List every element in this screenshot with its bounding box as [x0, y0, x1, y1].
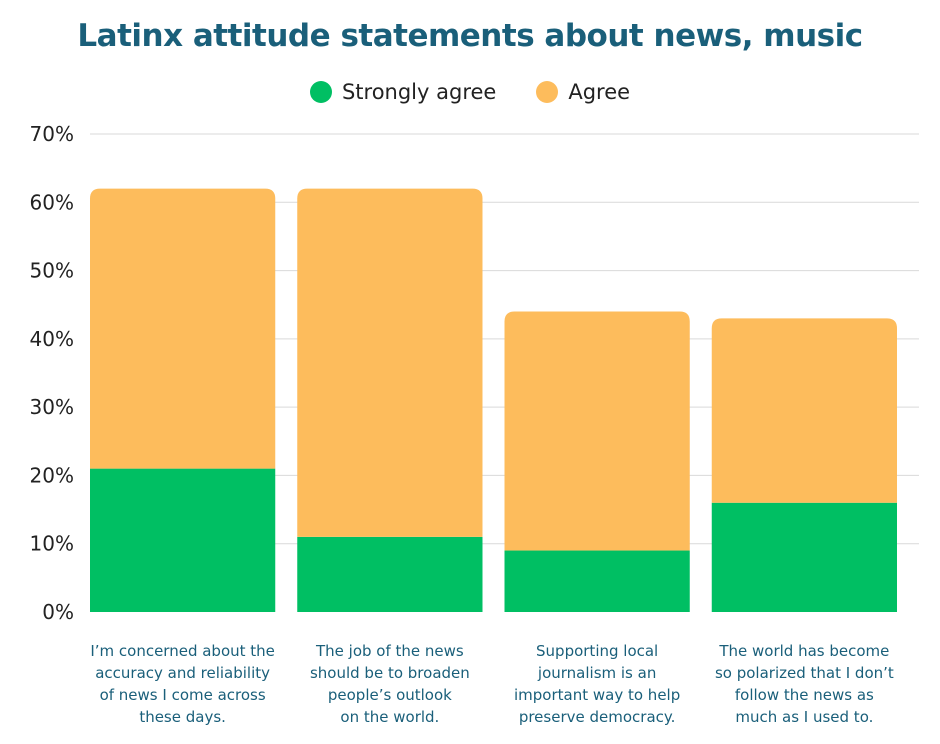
- category-label-4: The world has become so polarized that I…: [714, 642, 894, 726]
- bar-agree-3: [504, 311, 690, 551]
- y-tick-label-5: 50%: [30, 259, 74, 283]
- legend-item-agree: Agree: [536, 80, 630, 104]
- category-label-3: Supporting local journalism is an import…: [514, 642, 681, 726]
- y-tick-label-6: 60%: [30, 190, 74, 214]
- legend-swatch-strongly-agree: [309, 81, 332, 103]
- bar-strongly-agree-4: [711, 502, 897, 612]
- bar-agree-1: [90, 188, 276, 469]
- legend-swatch-agree: [536, 81, 559, 103]
- y-tick-label-3: 30%: [30, 395, 74, 419]
- category-label-2: The job of the news should be to broaden…: [309, 642, 470, 726]
- category-label-1: I’m concerned about the accuracy and rel…: [90, 642, 275, 726]
- bar-strongly-agree-1: [90, 468, 276, 612]
- bar-strongly-agree-3: [504, 550, 690, 612]
- y-tick-label-4: 40%: [30, 327, 74, 351]
- legend-item-strongly-agree: Strongly agree: [309, 80, 497, 104]
- y-tick-label-0: 0%: [42, 600, 74, 624]
- y-tick-label-1: 10%: [30, 532, 74, 556]
- legend-label-strongly-agree: Strongly agree: [341, 80, 497, 104]
- y-tick-label-7: 70%: [30, 122, 74, 146]
- chart-title: Latinx attitude statements about news, m…: [77, 18, 863, 54]
- bar-agree-2: [297, 188, 483, 537]
- y-tick-label-2: 20%: [30, 463, 74, 487]
- legend-label-agree: Agree: [568, 80, 631, 104]
- bar-strongly-agree-2: [297, 536, 483, 612]
- legend: Strongly agree Agree: [0, 80, 940, 104]
- bar-agree-4: [711, 318, 897, 503]
